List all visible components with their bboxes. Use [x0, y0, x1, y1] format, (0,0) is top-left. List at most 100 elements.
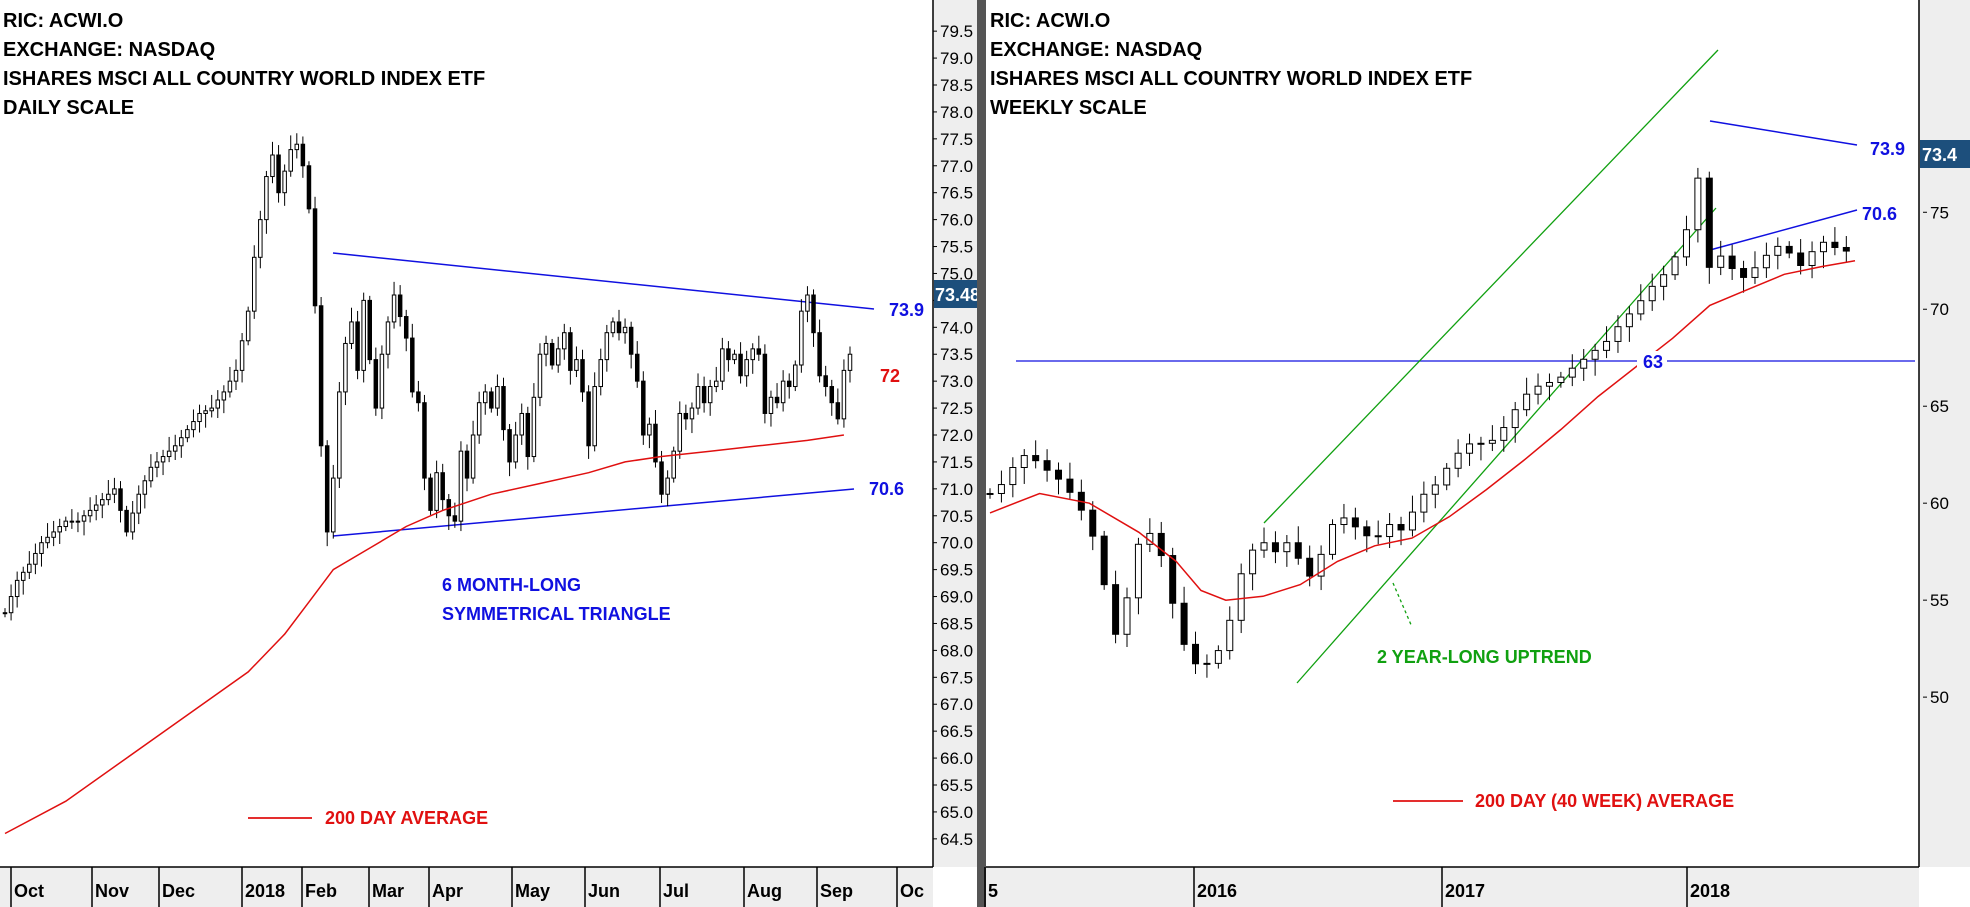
candle	[1625, 306, 1633, 342]
candle	[166, 436, 172, 463]
candle	[142, 475, 148, 509]
x-tick-label: Feb	[305, 881, 337, 901]
candle	[805, 286, 810, 323]
candle	[531, 383, 537, 463]
candle	[1717, 240, 1725, 276]
candle	[458, 441, 464, 532]
candle	[124, 505, 129, 537]
candle	[647, 417, 652, 449]
candle	[835, 388, 841, 425]
y-tick-label: 60	[1930, 494, 1949, 513]
candle	[1100, 530, 1108, 590]
candle	[1123, 587, 1131, 648]
candle	[1842, 236, 1850, 263]
candle	[312, 196, 318, 314]
candle	[537, 343, 543, 407]
weekly-header-scale: WEEKLY SCALE	[990, 97, 1147, 119]
y-tick-label: 72.5	[940, 399, 973, 418]
candle	[1408, 495, 1416, 537]
daily-pattern-label-2: SYMMETRICAL TRIANGLE	[442, 604, 671, 624]
candle	[1671, 251, 1679, 280]
candle	[1283, 535, 1291, 567]
candle	[130, 501, 135, 540]
y-tick-label: 79.0	[940, 49, 973, 68]
y-tick-label: 64.5	[940, 830, 973, 849]
candle	[1089, 501, 1097, 551]
weekly-header-exchange: EXCHANGE: NASDAQ	[990, 39, 1202, 61]
y-tick-label: 67.5	[940, 668, 973, 687]
daily-triangle-bottom-label: 70.6	[869, 479, 904, 499]
y-tick-label: 67.0	[940, 695, 973, 714]
candle	[1329, 519, 1337, 560]
candle	[592, 372, 597, 452]
candle	[1340, 503, 1348, 534]
candle	[1637, 284, 1645, 321]
candle	[1762, 242, 1770, 278]
candle	[525, 406, 531, 470]
candle	[14, 571, 20, 608]
y-tick-label: 76.0	[940, 211, 973, 230]
panel-divider	[977, 0, 986, 907]
candle	[738, 342, 743, 384]
candle	[1066, 462, 1074, 499]
daily-last-price: 73.48	[935, 285, 980, 305]
weekly-y-ticks: 75 70 65 60 55 50	[1923, 203, 1949, 707]
candle	[701, 376, 707, 413]
candle	[1134, 537, 1142, 615]
candle	[768, 390, 774, 427]
y-tick-label: 71.0	[940, 480, 973, 499]
y-tick-label: 79.5	[940, 22, 973, 41]
candle	[51, 520, 56, 547]
candle	[641, 371, 646, 445]
candle	[20, 566, 26, 595]
candle	[811, 289, 816, 347]
candle	[750, 343, 755, 374]
candle	[847, 346, 853, 383]
candle	[1682, 215, 1690, 266]
candle	[568, 327, 573, 385]
x-tick-label: Jul	[663, 881, 689, 901]
weekly-channel-upper	[1263, 49, 1719, 524]
daily-y-axis	[933, 0, 983, 867]
candle	[470, 420, 476, 484]
candle	[1568, 354, 1576, 387]
weekly-last-price-badge	[1920, 140, 1970, 168]
weekly-channel-lower	[1296, 207, 1717, 684]
candle	[622, 318, 628, 344]
y-tick-label: 77.0	[940, 157, 973, 176]
candle	[379, 345, 385, 420]
x-tick-label: Oc	[900, 881, 924, 901]
candle	[100, 492, 105, 519]
candle	[1466, 433, 1474, 466]
weekly-y-axis	[1919, 0, 1970, 867]
weekly-uptrend-pointer	[1392, 582, 1413, 628]
candle	[689, 402, 695, 434]
candle	[324, 440, 330, 547]
y-tick-label: 75	[1930, 203, 1949, 222]
candle	[343, 336, 348, 406]
candle	[823, 365, 828, 397]
candle	[495, 374, 500, 416]
candle	[1157, 521, 1165, 568]
candle	[148, 454, 154, 488]
daily-triangle-bottom-line	[332, 488, 855, 537]
candle	[106, 480, 111, 506]
x-tick-label: 2018	[1690, 881, 1730, 901]
candle	[671, 446, 676, 483]
daily-ma-label: 72	[880, 366, 900, 386]
candle	[1500, 416, 1508, 452]
daily-pattern-label-1: 6 MONTH-LONG	[442, 575, 581, 595]
candle	[1511, 401, 1519, 443]
x-tick-label: 5	[988, 881, 998, 901]
candle	[276, 145, 281, 203]
candle	[185, 425, 190, 443]
candle	[634, 341, 640, 388]
y-tick-label: 74.0	[940, 318, 973, 337]
weekly-candles	[986, 167, 1850, 678]
candle	[1545, 373, 1553, 401]
candle	[1523, 377, 1531, 417]
daily-header-name: ISHARES MSCI ALL COUNTRY WORLD INDEX ETF	[3, 68, 485, 90]
candle	[726, 341, 731, 372]
candle	[519, 403, 524, 445]
candle	[81, 510, 87, 536]
